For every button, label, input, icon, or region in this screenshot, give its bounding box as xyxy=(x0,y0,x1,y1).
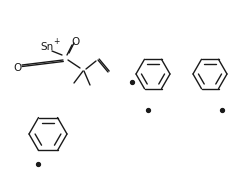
Text: O: O xyxy=(14,63,22,73)
Text: +: + xyxy=(53,37,59,46)
Text: Sn: Sn xyxy=(40,42,54,52)
Text: O: O xyxy=(72,37,80,47)
